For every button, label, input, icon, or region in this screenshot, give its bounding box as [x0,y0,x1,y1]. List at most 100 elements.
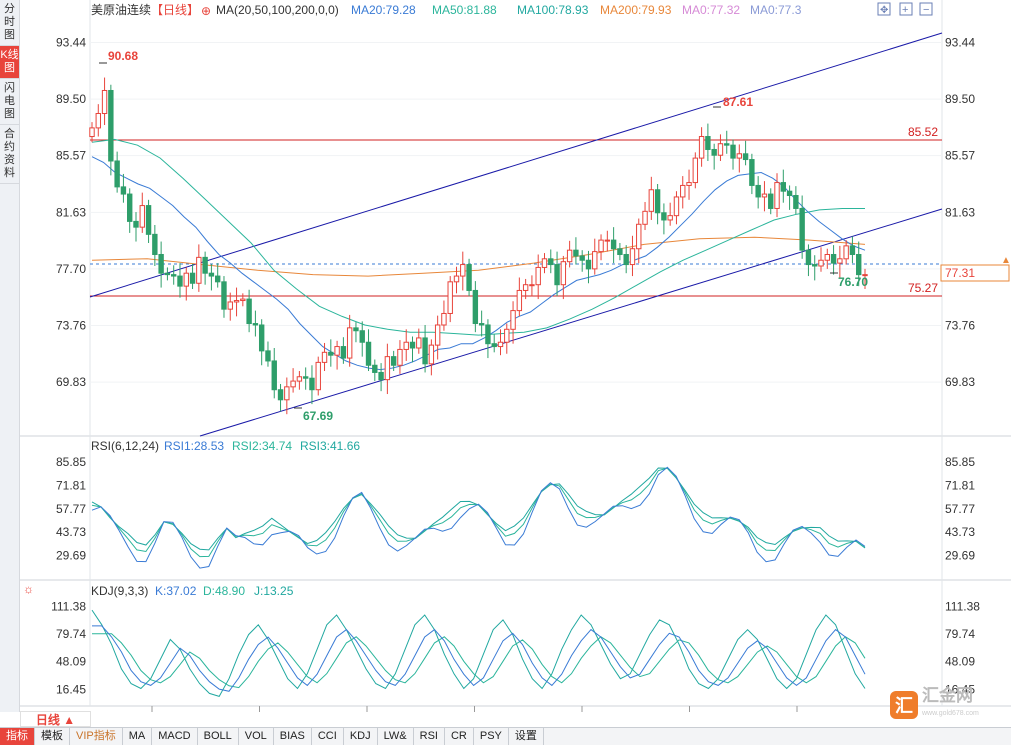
candle [717,143,724,156]
candle [359,330,365,343]
tab-bias[interactable]: BIAS [274,728,312,745]
kdj-tick-left: 16.45 [56,682,86,696]
candle [780,182,787,192]
kdj-d-line [92,633,866,689]
move-icon[interactable] [877,2,891,16]
kdj-tick-left: 111.38 [51,599,86,613]
candle [642,210,648,225]
rsi-tick-right: 43.73 [945,525,975,539]
candle [133,220,139,228]
zoom-out-icon[interactable] [919,2,933,16]
period-selector[interactable]: 日线 ▲ [20,711,91,727]
candle [705,136,711,150]
candle [730,144,736,159]
candle [240,298,246,302]
candle [824,253,830,261]
candle [805,249,812,266]
tab-cr[interactable]: CR [445,728,474,745]
candle [680,184,686,198]
rsi-tick-left: 43.73 [56,525,86,539]
candle [265,350,271,362]
price-tick-right: 73.76 [945,319,975,333]
candle [384,356,391,381]
candle [95,113,101,129]
tab-vol[interactable]: VOL [239,728,274,745]
kdj-tick-right: 16.45 [945,682,975,696]
candle [749,159,755,186]
tab-intraday[interactable]: 分时图 [0,0,19,46]
logo-url: www.gold678.com [922,710,979,717]
tab-settings[interactable]: 设置 [509,728,544,745]
candle [579,255,585,261]
current-price-value: 77.31 [945,266,975,280]
tab-indicators[interactable]: 指标 [0,728,35,745]
high1-label: 90.68 [108,49,138,63]
tab-macd[interactable]: MACD [152,728,198,745]
tab-cci[interactable]: CCI [312,728,344,745]
period-label: 【日线】 [151,3,199,17]
candle [636,223,642,250]
zoom-in-icon[interactable] [899,2,913,16]
candle [661,212,667,221]
candle [346,327,353,359]
candle [196,256,202,284]
candle [843,245,849,260]
tab-psy[interactable]: PSY [474,728,509,745]
candle [145,205,152,235]
candle [378,371,384,381]
candle [246,298,252,325]
candle [541,258,548,268]
tab-rsi[interactable]: RSI [414,728,445,745]
tab-vip-indicators[interactable]: VIP指标 [70,728,123,745]
add-indicator-icon[interactable]: ⊕ [201,4,211,18]
tab-boll[interactable]: BOLL [198,728,239,745]
kdj-d-value: D:48.90 [203,584,245,598]
ma0-value-a: MA0:77.32 [682,3,740,17]
candle [560,261,567,286]
tab-ma[interactable]: MA [123,728,153,745]
candle [504,328,510,343]
ma20-value: MA20:79.28 [351,3,416,17]
tab-kline[interactable]: K线图 [0,46,19,79]
tab-contract-info[interactable]: 合约资料 [0,125,19,184]
candlesticks [89,77,868,415]
candle [221,281,227,310]
candle [548,258,554,266]
low1-label: 67.69 [303,409,333,423]
channel-lower-line[interactable] [199,208,943,437]
chart-area[interactable]: 美原油连续 【日线】 ⊕ MA(20,50,100,200,0,0) MA20:… [20,0,1011,724]
candle [736,153,743,159]
svg-text:+: + [902,4,908,16]
tab-lwr[interactable]: LW& [378,728,414,745]
ma100-value: MA100:78.93 [517,3,589,17]
candle [761,193,768,198]
indicator-tabs: 指标 模板 VIP指标 MA MACD BOLL VOL BIAS CCI KD… [0,727,1011,745]
candle [742,153,749,161]
svg-text:−: − [923,4,929,16]
candle [793,195,799,209]
candle [535,266,541,286]
tab-templates[interactable]: 模板 [35,728,70,745]
candle [340,346,347,359]
kline-chart[interactable]: 美原油连续 【日线】 ⊕ MA(20,50,100,200,0,0) MA20:… [20,0,1011,724]
candle [170,274,177,277]
candle [698,136,705,159]
candle [284,386,290,401]
channel-upper-line[interactable] [89,32,943,298]
support-value: 75.27 [908,281,938,295]
kdj-settings-icon[interactable]: ☼ [23,582,34,596]
ma-params: MA(20,50,100,200,0,0) [216,3,339,17]
tab-flash[interactable]: 闪电图 [0,79,19,125]
price-tick-left: 85.57 [56,149,86,163]
candle [497,341,504,348]
candle [89,127,95,138]
candle [856,253,862,276]
candle [837,258,843,264]
candle [818,259,824,267]
candle [353,327,359,332]
candle [290,380,296,388]
candle [409,341,416,349]
candle [610,239,617,250]
candle [812,264,818,267]
tab-kdj[interactable]: KDJ [344,728,378,745]
